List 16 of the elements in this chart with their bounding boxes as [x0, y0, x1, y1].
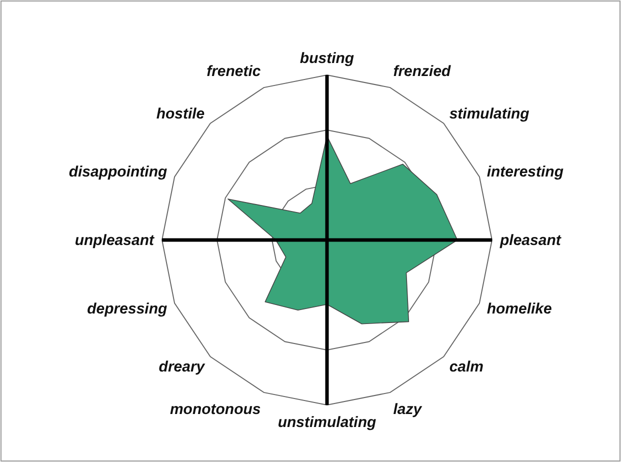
spoke-label: lazy: [393, 400, 422, 418]
spoke-label: busting: [300, 50, 354, 67]
spoke-label: dreary: [158, 358, 206, 376]
spoke-label: frenzied: [393, 63, 452, 80]
spoke-label: unstimulating: [278, 414, 376, 431]
spoke-label: depressing: [87, 300, 168, 318]
spoke-label: unpleasant: [74, 232, 155, 249]
spoke-label: stimulating: [449, 105, 530, 122]
spoke-label: pleasant: [499, 232, 562, 249]
spoke-label: monotonous: [170, 400, 261, 418]
spoke-label: interesting: [486, 164, 564, 180]
spoke-label: frenetic: [206, 63, 262, 80]
spoke-label: calm: [449, 358, 484, 376]
spoke-label: disappointing: [68, 164, 168, 180]
spoke-label: homelike: [486, 300, 552, 318]
spoke-label: hostile: [156, 105, 205, 122]
